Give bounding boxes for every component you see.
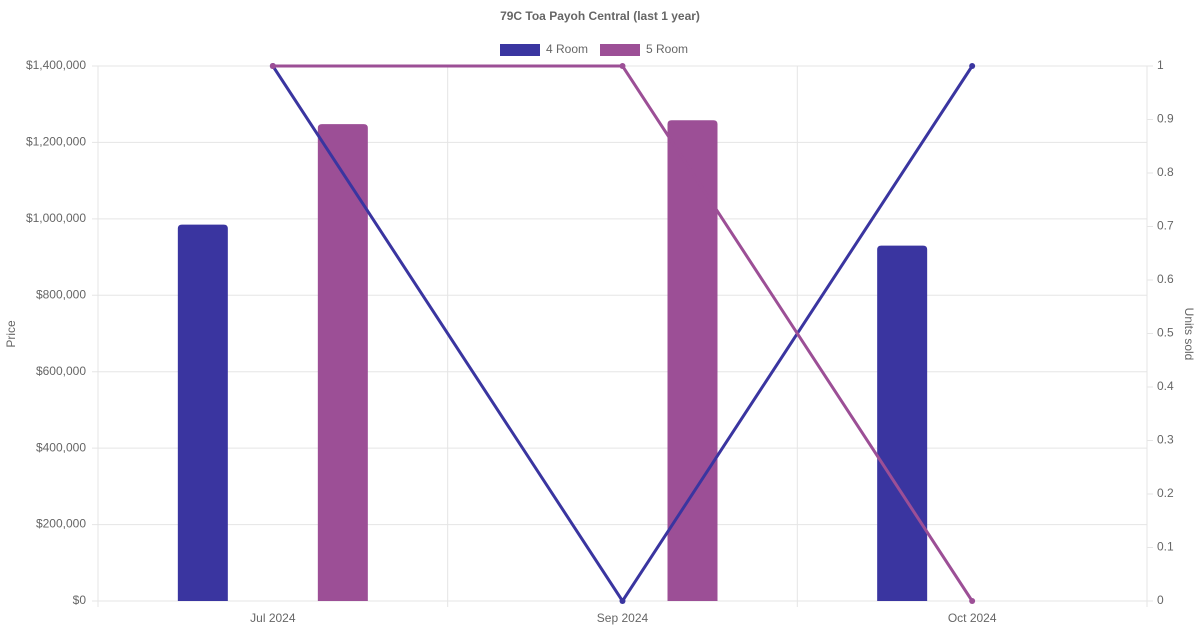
legend-swatch (500, 44, 540, 56)
y2-tick-label: 0.3 (1157, 433, 1174, 447)
bar (667, 120, 718, 601)
bar (877, 245, 928, 601)
y-tick-label: $1,200,000 (26, 135, 86, 149)
y2-tick-label: 1 (1157, 58, 1164, 72)
legend-swatch (600, 44, 640, 56)
y2-tick-label: 0 (1157, 593, 1164, 607)
bar (177, 224, 228, 601)
y-tick-label: $1,000,000 (26, 211, 86, 225)
y2-tick-label: 0.8 (1157, 165, 1174, 179)
point (969, 598, 976, 604)
y2-tick-label: 0.7 (1157, 219, 1174, 233)
legend-label: 4 Room (546, 42, 588, 56)
chart-title: 79C Toa Payoh Central (last 1 year) (500, 9, 700, 23)
point (269, 63, 276, 69)
bar (317, 124, 368, 601)
y-tick-label: $800,000 (36, 287, 86, 301)
y-tick-label: $600,000 (36, 364, 86, 378)
y2-tick-label: 0.9 (1157, 112, 1174, 126)
x-tick-label: Sep 2024 (597, 611, 649, 625)
x-tick-label: Oct 2024 (948, 611, 997, 625)
point (619, 63, 626, 69)
line (272, 64, 974, 602)
x-tick-label: Jul 2024 (250, 611, 296, 625)
y2-tick-label: 0.2 (1157, 486, 1174, 500)
y-tick-label: $0 (73, 593, 87, 607)
legend-label: 5 Room (646, 42, 688, 56)
line (271, 65, 974, 604)
point (969, 63, 976, 69)
y2-tick-label: 0.4 (1157, 379, 1174, 393)
y2-axis-title: Units sold (1182, 308, 1196, 361)
y-tick-label: $200,000 (36, 517, 86, 531)
y-axis-title: Price (4, 320, 18, 348)
y-tick-label: $400,000 (36, 440, 86, 454)
y2-tick-label: 0.6 (1157, 272, 1174, 286)
y-tick-label: $1,400,000 (26, 58, 86, 72)
y2-tick-label: 0.1 (1157, 540, 1174, 554)
y2-tick-label: 0.5 (1157, 326, 1174, 340)
point (619, 598, 626, 604)
